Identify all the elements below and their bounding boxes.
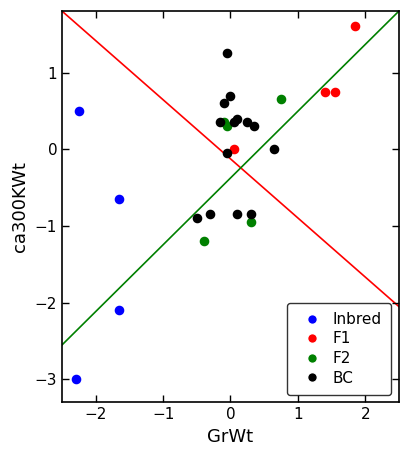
Point bbox=[200, 238, 206, 245]
Point bbox=[247, 218, 253, 226]
Point bbox=[116, 196, 122, 203]
Point bbox=[220, 119, 227, 126]
Point bbox=[234, 115, 240, 122]
Y-axis label: ca300KWt: ca300KWt bbox=[11, 161, 29, 252]
Point bbox=[216, 119, 223, 126]
Point bbox=[223, 122, 230, 130]
Point bbox=[223, 50, 230, 57]
Point bbox=[230, 146, 236, 153]
Point bbox=[277, 96, 283, 103]
Point bbox=[75, 107, 82, 115]
Point bbox=[193, 215, 200, 222]
Point bbox=[116, 307, 122, 314]
Point bbox=[234, 211, 240, 218]
Point bbox=[351, 23, 357, 30]
Legend: Inbred, F1, F2, BC: Inbred, F1, F2, BC bbox=[286, 303, 390, 395]
Point bbox=[247, 211, 253, 218]
Point bbox=[220, 100, 227, 107]
Point bbox=[230, 119, 236, 126]
Point bbox=[227, 92, 233, 99]
X-axis label: GrWt: GrWt bbox=[207, 428, 253, 446]
Point bbox=[207, 211, 213, 218]
Point bbox=[223, 149, 230, 157]
Point bbox=[243, 119, 250, 126]
Point bbox=[270, 146, 277, 153]
Point bbox=[72, 376, 79, 383]
Point bbox=[321, 88, 327, 96]
Point bbox=[250, 122, 257, 130]
Point bbox=[331, 88, 337, 96]
